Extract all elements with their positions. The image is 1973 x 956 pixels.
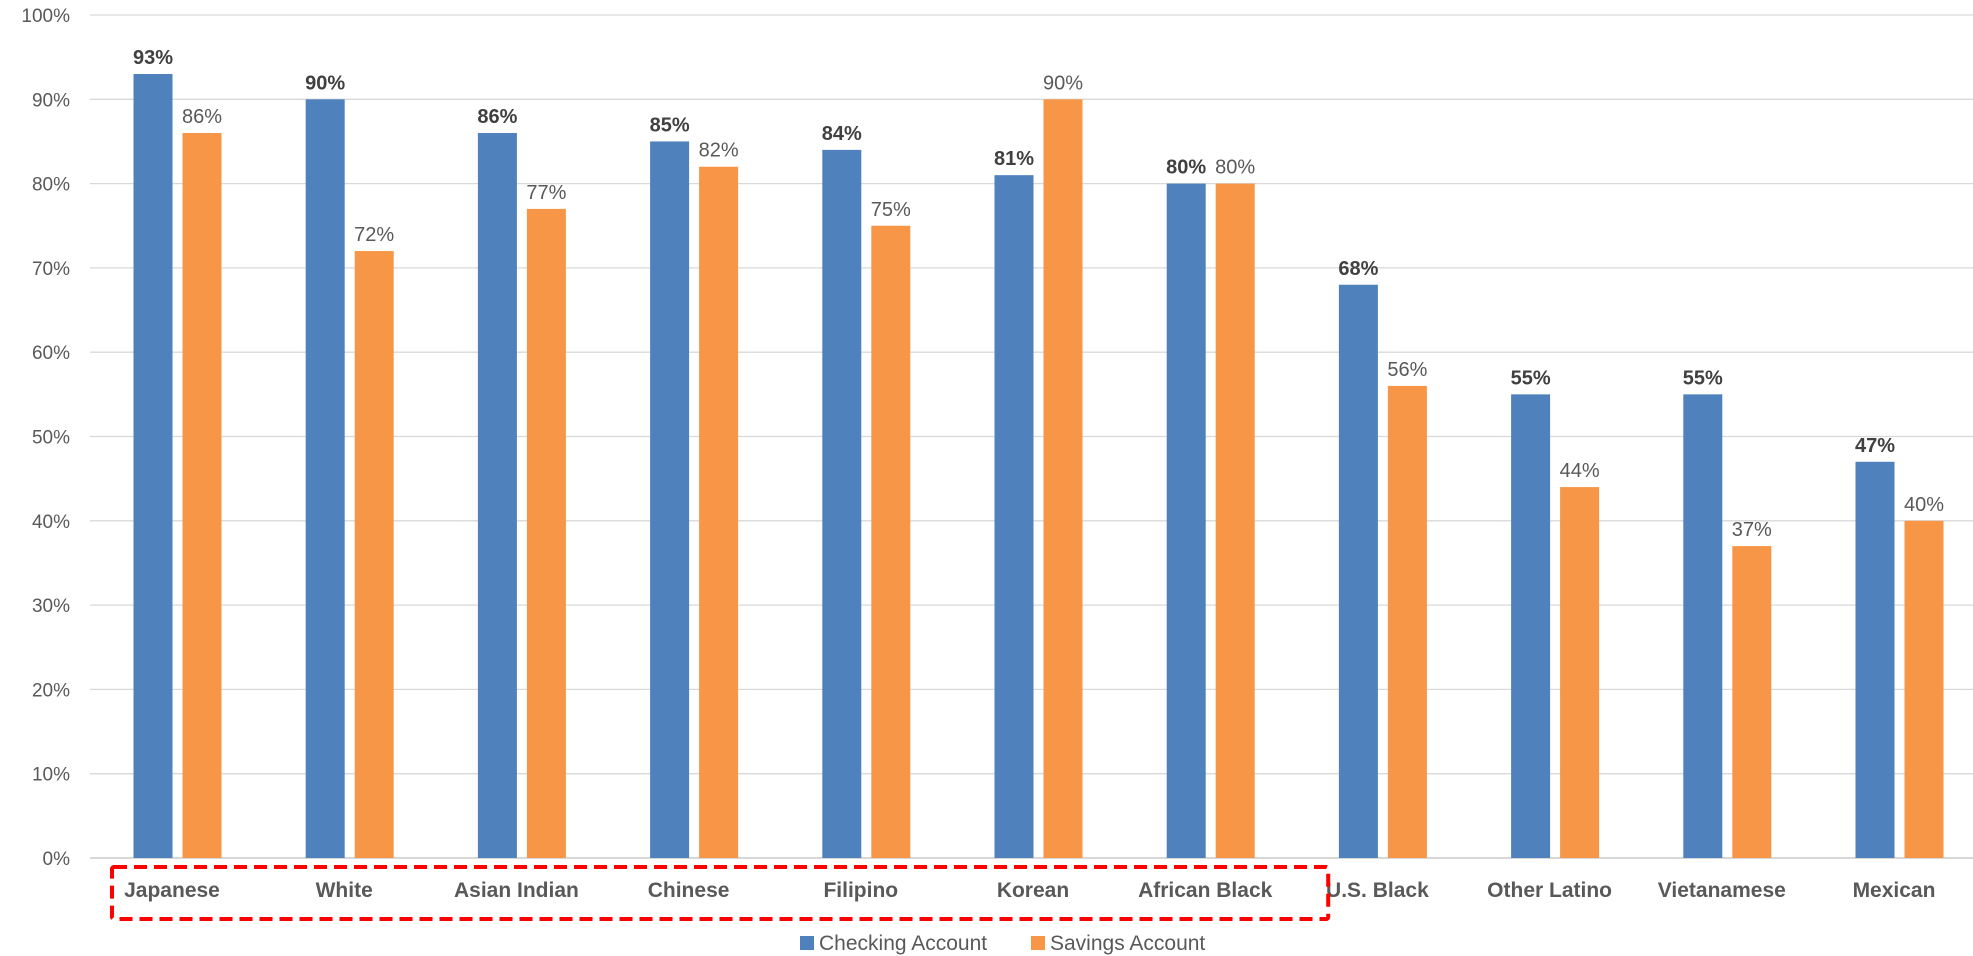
checking-bar [1683, 394, 1723, 858]
y-tick-label: 0% [43, 849, 71, 870]
bars [133, 74, 1944, 859]
y-tick-label: 80% [32, 175, 70, 196]
checking-value-label: 93% [133, 47, 173, 69]
savings-legend-swatch [1031, 936, 1045, 950]
y-tick-label: 40% [32, 512, 70, 533]
savings-value-label: 75% [871, 199, 911, 221]
legend: Checking Account Savings Account [800, 932, 1205, 955]
savings-value-label: 72% [354, 224, 394, 246]
x-category-label: Chinese [648, 879, 730, 902]
x-category-label: Filipino [823, 879, 898, 902]
savings-value-label: 37% [1732, 519, 1772, 541]
checking-value-label: 55% [1683, 367, 1723, 389]
checking-bar [1338, 284, 1378, 858]
checking-bar [305, 99, 345, 859]
checking-bar [650, 141, 690, 858]
y-tick-label: 70% [32, 259, 70, 280]
x-category-label: White [316, 879, 373, 902]
x-category-label: Other Latino [1487, 879, 1612, 902]
savings-legend-label: Savings Account [1050, 932, 1205, 955]
savings-bar [1732, 546, 1772, 858]
x-category-label: Korean [997, 879, 1069, 902]
savings-bar [1215, 183, 1255, 859]
savings-bar [699, 166, 739, 859]
savings-bar [182, 133, 222, 858]
x-category-label: Vietanamese [1658, 879, 1786, 902]
x-category-label: African Black [1138, 879, 1273, 902]
highlight-box [110, 865, 1331, 921]
savings-value-label: 82% [699, 140, 739, 162]
x-category-label: Asian Indian [454, 879, 579, 902]
y-tick-label: 60% [32, 343, 70, 364]
savings-value-label: 86% [182, 106, 222, 128]
savings-value-label: 90% [1043, 72, 1083, 94]
y-tick-label: 90% [32, 90, 70, 111]
x-category-label: Japanese [124, 879, 220, 902]
x-category-label: Mexican [1853, 879, 1936, 902]
checking-bar [1855, 461, 1895, 858]
savings-value-label: 40% [1904, 494, 1944, 516]
checking-value-label: 86% [477, 106, 517, 128]
y-tick-label: 20% [32, 680, 70, 701]
checking-value-label: 81% [994, 148, 1034, 170]
x-category-label: U.S. Black [1326, 879, 1429, 902]
y-tick-label: 30% [32, 596, 70, 617]
checking-bar [822, 149, 862, 858]
savings-value-label: 44% [1560, 460, 1600, 482]
checking-legend-label: Checking Account [819, 932, 987, 955]
checking-bar [1166, 183, 1206, 859]
y-axis: 0% 10% 20% 30% 40% 50% 60% 70% 80% 90% 100% [21, 6, 70, 870]
savings-value-label: 56% [1387, 359, 1427, 381]
checking-value-label: 90% [305, 72, 345, 94]
savings-value-label: 80% [1215, 157, 1255, 179]
checking-value-label: 80% [1166, 157, 1206, 179]
x-axis: Japanese White Asian Indian Chinese Filipino… [124, 879, 1935, 902]
savings-bar [871, 225, 911, 858]
savings-bar [354, 251, 394, 859]
savings-bar [1387, 385, 1427, 858]
y-tick-label: 10% [32, 765, 70, 786]
checking-legend-swatch [800, 936, 814, 950]
y-tick-label: 50% [32, 428, 70, 449]
checking-value-label: 85% [650, 114, 690, 136]
savings-bar [526, 208, 566, 858]
checking-bar [477, 133, 517, 858]
savings-value-label: 77% [526, 182, 566, 204]
highlight-dashed-box [110, 865, 1331, 921]
data-labels: 93% 86% 90% 72% 86% 77% 85% 82% 84% 75% 81% 90% 80% 8… [133, 47, 1944, 541]
checking-value-label: 68% [1338, 258, 1378, 280]
checking-value-label: 55% [1511, 367, 1551, 389]
checking-value-label: 47% [1855, 435, 1895, 457]
y-tick-label: 100% [21, 6, 70, 27]
savings-bar [1904, 520, 1944, 858]
checking-value-label: 84% [822, 123, 862, 145]
savings-bar [1560, 487, 1600, 858]
checking-bar [133, 74, 173, 858]
savings-bar [1043, 99, 1083, 859]
checking-bar [994, 175, 1034, 859]
checking-bar [1511, 394, 1551, 858]
